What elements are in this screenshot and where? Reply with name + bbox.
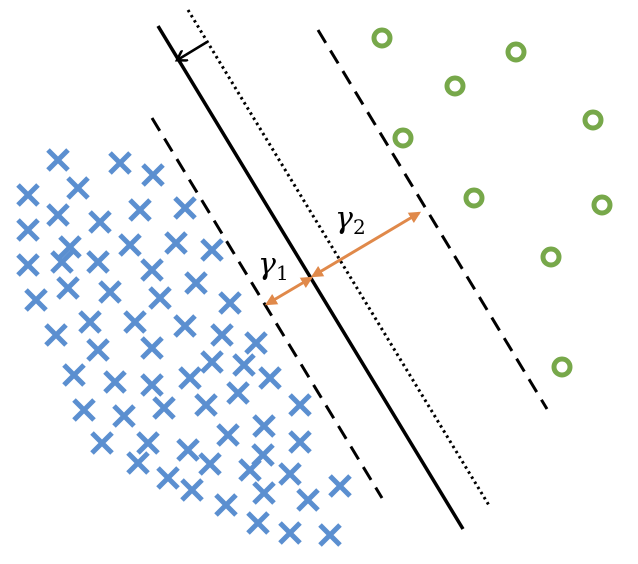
cross-icon <box>86 338 110 362</box>
cross-icon <box>288 430 312 454</box>
cross-icon <box>246 511 270 535</box>
circle-icon <box>392 127 414 149</box>
cross-icon <box>296 488 320 512</box>
cross-icon <box>140 258 164 282</box>
gamma1-arrow <box>264 276 314 306</box>
cross-icon <box>214 493 238 517</box>
cross-icon <box>200 350 224 374</box>
gamma2-arrow <box>310 211 422 278</box>
cross-icon <box>72 398 96 422</box>
cross-icon <box>152 396 176 420</box>
circle-icon <box>371 27 393 49</box>
cross-icon <box>16 183 40 207</box>
cross-icon <box>44 323 68 347</box>
cross-icon <box>252 414 276 438</box>
cross-icon <box>148 286 172 310</box>
cross-icon <box>328 474 352 498</box>
arrow-icon <box>179 40 208 59</box>
left-margin <box>150 117 384 499</box>
cross-icon <box>198 452 222 476</box>
cross-icon <box>88 210 112 234</box>
cross-icon <box>278 462 302 486</box>
cross-icon <box>244 331 268 355</box>
circle-icon <box>463 187 485 209</box>
cross-icon <box>318 523 342 547</box>
cross-icon <box>288 393 312 417</box>
cross-icon <box>176 438 200 462</box>
circle-icon <box>591 194 613 216</box>
cross-icon <box>252 481 276 505</box>
gamma2-label: γ2 <box>335 201 366 239</box>
shifted-boundary <box>186 9 492 508</box>
cross-icon <box>232 353 256 377</box>
cross-icon <box>156 466 180 490</box>
cross-icon <box>136 431 160 455</box>
class-a-points <box>16 148 352 547</box>
cross-icon <box>164 231 188 255</box>
cross-icon <box>112 404 136 428</box>
cross-icon <box>98 280 122 304</box>
cross-icon <box>178 366 202 390</box>
circle-icon <box>505 41 527 63</box>
cross-icon <box>226 381 250 405</box>
cross-icon <box>103 370 127 394</box>
cross-icon <box>86 250 110 274</box>
circle-icon <box>540 246 562 268</box>
cross-icon <box>238 458 262 482</box>
cross-icon <box>184 271 208 295</box>
cross-icon <box>16 253 40 277</box>
circle-icon <box>582 109 604 131</box>
cross-icon <box>123 310 147 334</box>
cross-icon <box>180 478 204 502</box>
cross-icon <box>46 203 70 227</box>
cross-icon <box>194 393 218 417</box>
cross-icon <box>173 314 197 338</box>
cross-icon <box>278 521 302 545</box>
gamma1-label: γ1 <box>258 247 289 285</box>
cross-icon <box>62 363 86 387</box>
cross-icon <box>108 151 132 175</box>
circle-icon <box>444 75 466 97</box>
cross-icon <box>128 198 152 222</box>
right-margin <box>316 29 549 410</box>
cross-icon <box>258 366 282 390</box>
cross-icon <box>90 431 114 455</box>
cross-icon <box>140 373 164 397</box>
cross-icon <box>141 163 165 187</box>
circle-icon <box>551 356 573 378</box>
cross-icon <box>24 288 48 312</box>
cross-icon <box>56 276 80 300</box>
cross-icon <box>140 336 164 360</box>
cross-icon <box>173 196 197 220</box>
cross-icon <box>126 451 150 475</box>
cross-icon <box>46 148 70 172</box>
cross-icon <box>66 176 90 200</box>
cross-icon <box>210 323 234 347</box>
cross-icon <box>16 218 40 242</box>
cross-icon <box>200 238 224 262</box>
cross-icon <box>50 250 74 274</box>
cross-icon <box>216 423 240 447</box>
class-b-points <box>371 27 613 378</box>
cross-icon <box>118 233 142 257</box>
cross-icon <box>218 291 242 315</box>
cross-icon <box>58 235 82 259</box>
cross-icon <box>78 310 102 334</box>
